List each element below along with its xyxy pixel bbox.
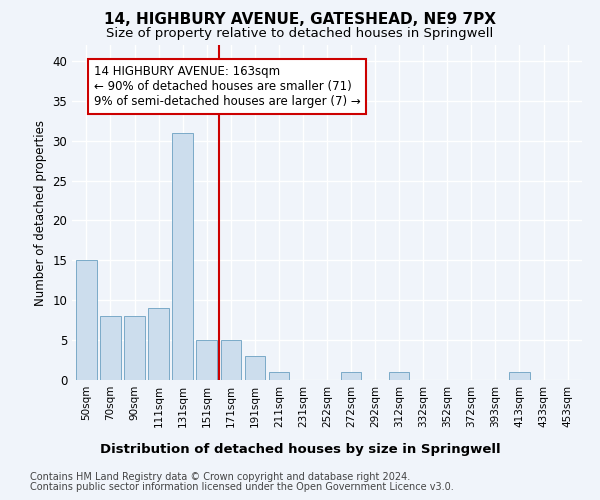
Bar — [341, 372, 361, 380]
Bar — [148, 308, 169, 380]
Bar — [389, 372, 409, 380]
Text: Distribution of detached houses by size in Springwell: Distribution of detached houses by size … — [100, 442, 500, 456]
Text: Contains HM Land Registry data © Crown copyright and database right 2024.: Contains HM Land Registry data © Crown c… — [30, 472, 410, 482]
Text: 14 HIGHBURY AVENUE: 163sqm
← 90% of detached houses are smaller (71)
9% of semi-: 14 HIGHBURY AVENUE: 163sqm ← 90% of deta… — [94, 65, 361, 108]
Bar — [221, 340, 241, 380]
Bar — [509, 372, 530, 380]
Text: Contains public sector information licensed under the Open Government Licence v3: Contains public sector information licen… — [30, 482, 454, 492]
Bar — [124, 316, 145, 380]
Text: 14, HIGHBURY AVENUE, GATESHEAD, NE9 7PX: 14, HIGHBURY AVENUE, GATESHEAD, NE9 7PX — [104, 12, 496, 28]
Bar — [269, 372, 289, 380]
Text: Size of property relative to detached houses in Springwell: Size of property relative to detached ho… — [106, 28, 494, 40]
Y-axis label: Number of detached properties: Number of detached properties — [34, 120, 47, 306]
Bar — [76, 260, 97, 380]
Bar — [172, 132, 193, 380]
Bar — [196, 340, 217, 380]
Bar — [245, 356, 265, 380]
Bar — [100, 316, 121, 380]
